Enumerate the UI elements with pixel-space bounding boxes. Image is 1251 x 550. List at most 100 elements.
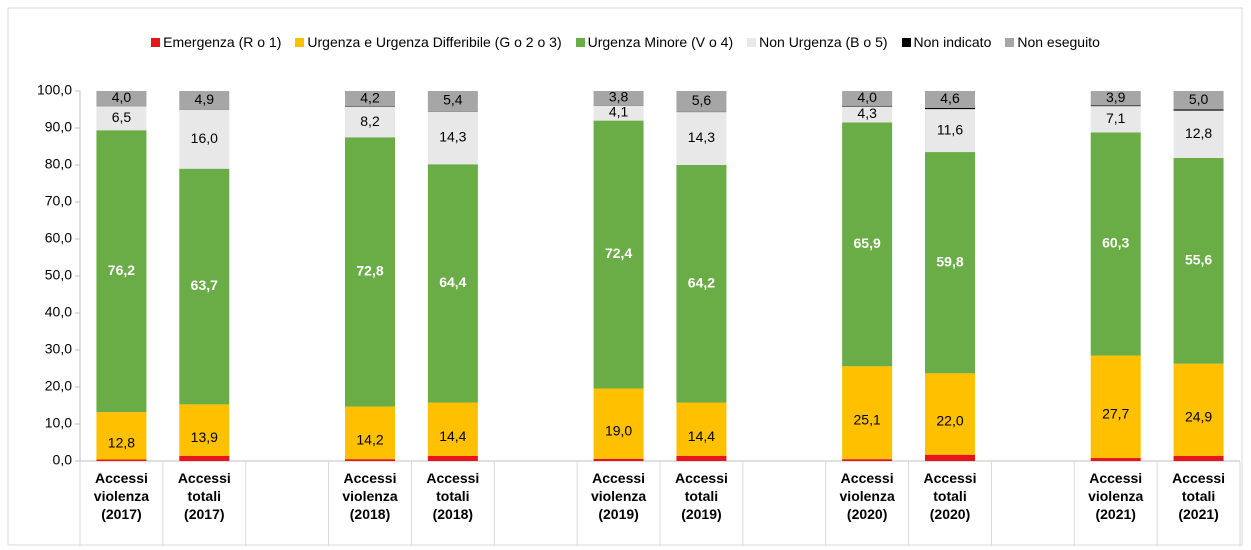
bar-segment <box>593 388 644 459</box>
bar-segment <box>593 120 644 389</box>
data-label: 4,3 <box>857 105 877 121</box>
bar-segment <box>427 111 478 165</box>
data-label: 65,9 <box>854 235 881 251</box>
bar-segment <box>842 105 893 107</box>
data-label: 7,1 <box>1106 110 1126 126</box>
x-tick-label: Accessi violenza (2020) <box>839 470 895 522</box>
bar-segment <box>179 404 230 456</box>
legend-swatch <box>151 37 161 47</box>
data-label: 55,6 <box>1185 252 1212 268</box>
y-tick-label: 10,0 <box>45 415 72 431</box>
bar-segment <box>593 458 644 461</box>
bar-segment <box>842 122 893 367</box>
data-label: 27,7 <box>1102 405 1129 421</box>
data-label: 4,2 <box>360 89 380 105</box>
x-tick-label: Accessi totali (2021) <box>1172 470 1226 522</box>
data-label: 4,6 <box>940 90 960 106</box>
bar-segment <box>676 402 727 456</box>
data-label: 5,4 <box>443 92 463 108</box>
x-tick-label: Accessi totali (2017) <box>177 470 231 522</box>
data-label: 59,8 <box>936 253 963 269</box>
legend-item: Non eseguito <box>1005 34 1100 50</box>
x-tick-label: Accessi violenza (2021) <box>1088 470 1144 522</box>
data-label: 4,9 <box>195 91 215 107</box>
data-label: 3,8 <box>609 89 629 105</box>
legend-item: Non Urgenza (B o 5) <box>747 34 888 50</box>
x-tick-label: Accessi violenza (2017) <box>93 470 150 522</box>
legend-item: Non indicato <box>901 34 991 50</box>
data-label: 19,0 <box>605 422 632 438</box>
y-tick-label: 30,0 <box>45 341 72 357</box>
data-label: 14,2 <box>356 432 383 448</box>
bar-segment <box>96 130 147 413</box>
bar-segment <box>1173 455 1224 461</box>
data-label: 5,0 <box>1189 91 1209 107</box>
legend-label: Urgenza e Urgenza Differibile (G o 2 o 3… <box>307 34 562 50</box>
y-tick-label: 40,0 <box>45 304 72 320</box>
bar-segment <box>676 455 727 461</box>
data-label: 72,8 <box>356 263 383 279</box>
legend-swatch <box>1005 37 1015 47</box>
data-label: 12,8 <box>1185 125 1212 141</box>
bar-segment <box>1090 458 1141 461</box>
data-label: 8,2 <box>360 113 380 129</box>
y-tick-label: 80,0 <box>45 156 72 172</box>
bar-segment <box>427 455 478 461</box>
bar-segment <box>1090 91 1141 106</box>
legend-swatch <box>747 37 757 47</box>
bar-segment <box>676 165 727 403</box>
bar-segment <box>1173 157 1224 364</box>
data-label: 76,2 <box>108 262 135 278</box>
bar-segment <box>593 105 644 121</box>
bar-segment <box>925 109 975 153</box>
data-label: 12,8 <box>108 435 135 451</box>
bar-segment <box>842 459 893 461</box>
data-label: 3,9 <box>1106 89 1126 105</box>
x-tick-label: Accessi totali (2020) <box>923 470 977 522</box>
bar-segment <box>1173 91 1224 110</box>
bar-segment <box>96 412 147 460</box>
legend: Emergenza (R o 1) Urgenza e Urgenza Diffe… <box>0 34 1251 50</box>
data-label: 4,1 <box>609 104 629 120</box>
frame <box>7 7 1243 546</box>
y-tick-label: 20,0 <box>45 378 72 394</box>
legend-item: Urgenza e Urgenza Differibile (G o 2 o 3… <box>295 34 562 50</box>
legend-swatch <box>901 37 911 47</box>
data-label: 72,4 <box>605 245 632 261</box>
legend-label: Urgenza Minore (V o 4) <box>587 34 734 50</box>
data-label: 16,0 <box>191 130 218 146</box>
bar-segment <box>842 106 893 123</box>
bar-segment <box>179 455 230 461</box>
bar-segment <box>1090 132 1141 356</box>
bar-segment <box>179 91 230 110</box>
bar-segment <box>427 164 478 403</box>
data-label: 4,0 <box>112 89 132 105</box>
legend-label: Emergenza (R o 1) <box>163 34 282 50</box>
bar-segment <box>345 137 395 407</box>
data-label: 60,3 <box>1102 235 1129 251</box>
bar-segment <box>925 373 975 455</box>
data-label: 14,4 <box>688 428 715 444</box>
y-tick-label: 70,0 <box>45 193 72 209</box>
bar-segment <box>345 406 395 460</box>
bar-segment <box>345 91 395 107</box>
bar-segment <box>1173 109 1224 111</box>
bar-segment <box>1090 106 1141 133</box>
y-tick-label: 60,0 <box>45 230 72 246</box>
bar-segment <box>925 454 975 461</box>
bar-segment <box>1090 105 1141 107</box>
legend-item: Emergenza (R o 1) <box>151 34 281 50</box>
data-label: 4,0 <box>857 89 877 105</box>
data-label: 5,6 <box>692 92 712 108</box>
bar-segment <box>1173 363 1224 456</box>
y-tick-label: 50,0 <box>45 267 72 283</box>
bar-segment <box>842 366 893 460</box>
bar-segment <box>842 91 893 106</box>
data-label: 64,2 <box>688 274 715 290</box>
bar-segment <box>427 402 478 456</box>
bar-segment <box>925 152 975 374</box>
x-tick-label: Accessi violenza (2019) <box>590 470 647 522</box>
bar-segment <box>676 91 727 112</box>
